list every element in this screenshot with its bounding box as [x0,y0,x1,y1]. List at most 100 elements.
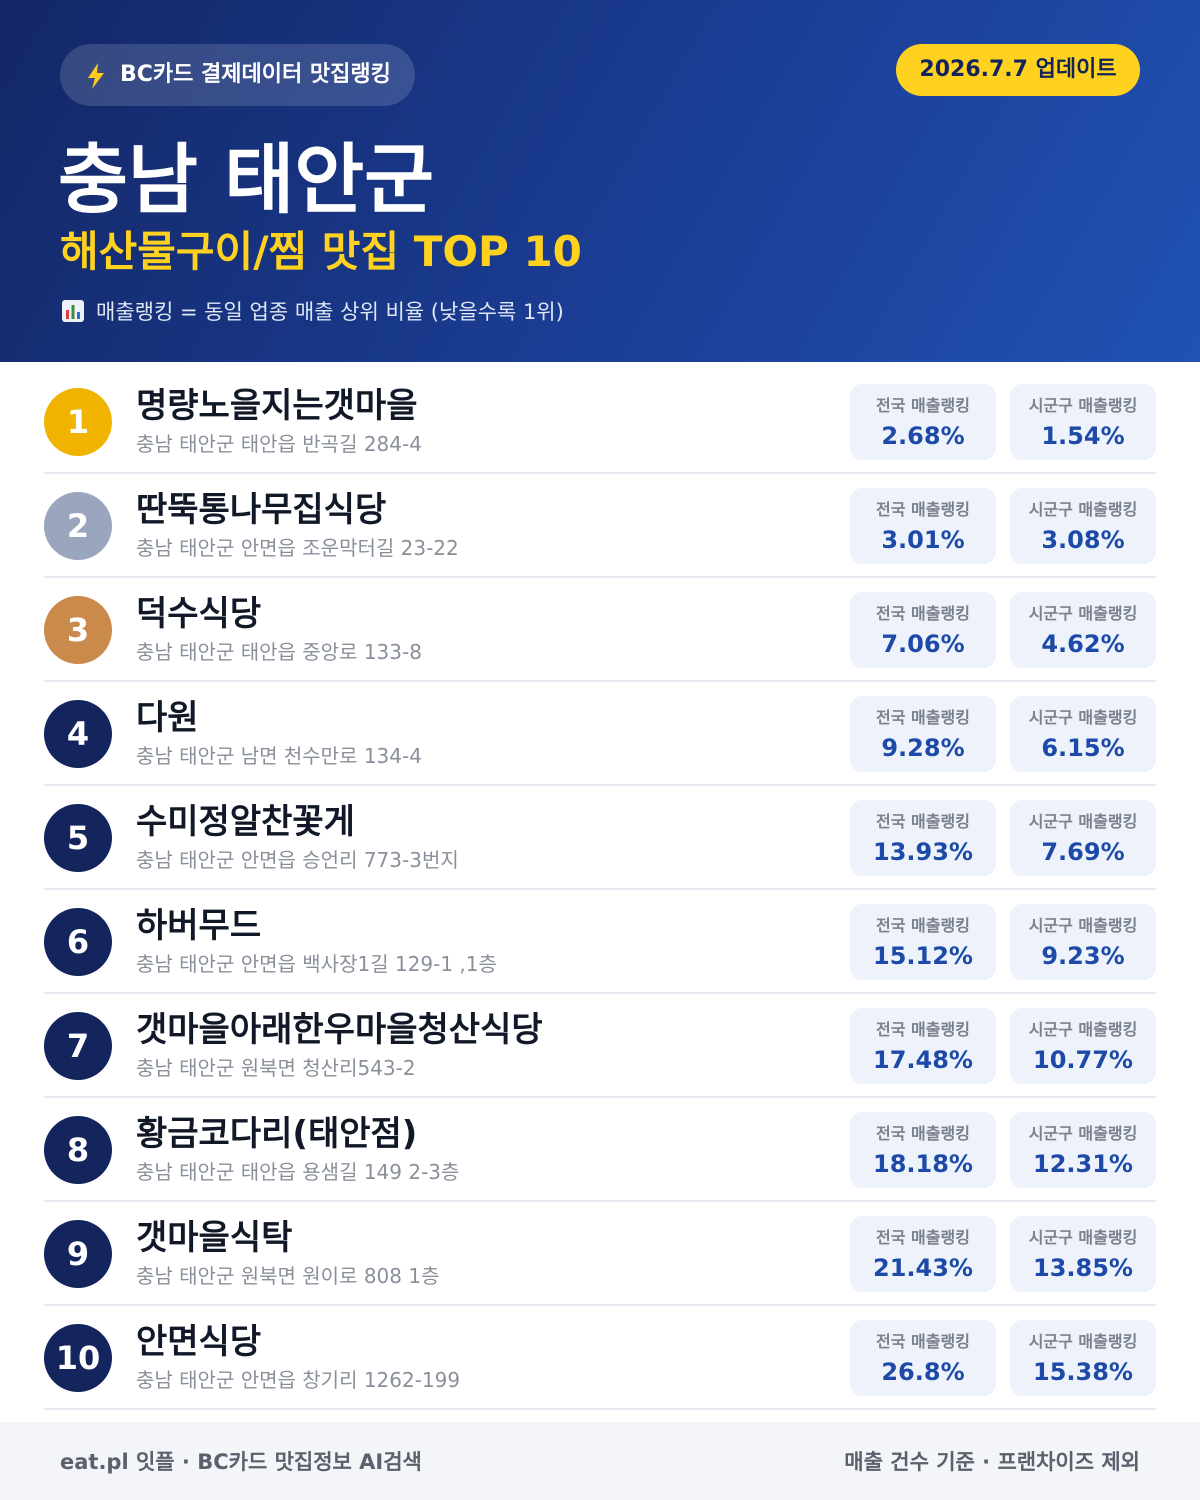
stat-value: 15.38% [1033,1358,1133,1386]
stat-box: 전국 매출랭킹 26.8% [850,1320,996,1396]
stat-value: 2.68% [881,422,965,450]
stat-label: 전국 매출랭킹 [876,396,970,415]
footer-right: 매출 건수 기준 · 프랜차이즈 제외 [844,1450,1140,1474]
rank-badge: 1 [44,388,112,456]
stat-box: 전국 매출랭킹 17.48% [850,1008,996,1084]
stat-box: 전국 매출랭킹 2.68% [850,384,996,460]
chart-icon [62,300,84,322]
title: 충남 태안군 [58,135,435,224]
rank-badge: 4 [44,700,112,768]
stat-value: 4.62% [1041,630,1125,658]
rank-badge: 5 [44,804,112,872]
address: 충남 태안군 남면 천수만로 134-4 [136,744,422,768]
stat-box: 시군구 매출랭킹 12.31% [1010,1112,1156,1188]
stat-label: 시군구 매출랭킹 [1028,604,1138,623]
stat-label: 전국 매출랭킹 [876,500,970,519]
address: 충남 태안군 태안읍 반곡길 284-4 [136,432,422,456]
stat-box: 시군구 매출랭킹 3.08% [1010,488,1156,564]
restaurant-name: 덕수식당 [136,594,262,634]
address: 충남 태안군 안면읍 조운막터길 23-22 [136,536,459,560]
stat-value: 18.18% [873,1150,973,1178]
rank-badge: 7 [44,1012,112,1080]
stat-box: 전국 매출랭킹 13.93% [850,800,996,876]
restaurant-name: 다원 [136,698,199,738]
stat-label: 시군구 매출랭킹 [1028,1124,1138,1143]
stat-value: 13.85% [1033,1254,1133,1282]
restaurant-name: 황금코다리(태안점) [136,1114,418,1154]
stat-label: 시군구 매출랭킹 [1028,1228,1138,1247]
stat-label: 전국 매출랭킹 [876,1228,970,1247]
address: 충남 태안군 원북면 원이로 808 1층 [136,1264,440,1288]
stat-label: 시군구 매출랭킹 [1028,708,1138,727]
address: 충남 태안군 안면읍 백사장1길 129-1 ,1층 [136,952,497,976]
stat-label: 시군구 매출랭킹 [1028,812,1138,831]
stat-box: 시군구 매출랭킹 1.54% [1010,384,1156,460]
rank-badge: 3 [44,596,112,664]
address: 충남 태안군 태안읍 용샘길 149 2-3층 [136,1160,460,1184]
restaurant-name: 딴뚝통나무집식당 [136,490,387,530]
note: 매출랭킹 = 동일 업종 매출 상위 비율 (낮을수록 1위) [96,300,564,324]
rank-badge: 2 [44,492,112,560]
stat-box: 시군구 매출랭킹 6.15% [1010,696,1156,772]
stat-box: 전국 매출랭킹 7.06% [850,592,996,668]
restaurant-name: 갯마을아래한우마을청산식당 [136,1010,543,1050]
stat-box: 전국 매출랭킹 21.43% [850,1216,996,1292]
stat-label: 전국 매출랭킹 [876,812,970,831]
bolt-icon [88,63,104,89]
stat-value: 3.08% [1041,526,1125,554]
stat-label: 시군구 매출랭킹 [1028,1332,1138,1351]
rank-badge: 9 [44,1220,112,1288]
stat-value: 3.01% [881,526,965,554]
ranking-row: 4 다원 충남 태안군 남면 천수만로 134-4 전국 매출랭킹 9.28% 시군구 매… [44,682,1156,786]
stat-box: 시군구 매출랭킹 7.69% [1010,800,1156,876]
stat-box: 시군구 매출랭킹 4.62% [1010,592,1156,668]
stat-box: 시군구 매출랭킹 15.38% [1010,1320,1156,1396]
stat-label: 전국 매출랭킹 [876,604,970,623]
stat-box: 시군구 매출랭킹 10.77% [1010,1008,1156,1084]
ranking-row: 8 황금코다리(태안점) 충남 태안군 태안읍 용샘길 149 2-3층 전국 매출랭… [44,1098,1156,1202]
stat-value: 1.54% [1041,422,1125,450]
stat-box: 전국 매출랭킹 15.12% [850,904,996,980]
stat-label: 시군구 매출랭킹 [1028,916,1138,935]
stat-box: 시군구 매출랭킹 13.85% [1010,1216,1156,1292]
stat-value: 13.93% [873,838,973,866]
stat-box: 전국 매출랭킹 3.01% [850,488,996,564]
address: 충남 태안군 태안읍 중앙로 133-8 [136,640,422,664]
footer-left: eat.pl 잇플 · BC카드 맛집정보 AI검색 [60,1450,422,1474]
restaurant-name: 갯마을식탁 [136,1218,293,1258]
stat-box: 전국 매출랭킹 9.28% [850,696,996,772]
footer: eat.pl 잇플 · BC카드 맛집정보 AI검색 매출 건수 기준 · 프랜… [0,1422,1200,1500]
ranking-row: 10 안면식당 충남 태안군 안면읍 창기리 1262-199 전국 매출랭킹 26.8… [44,1306,1156,1410]
stat-label: 전국 매출랭킹 [876,916,970,935]
stat-value: 17.48% [873,1046,973,1074]
address: 충남 태안군 안면읍 승언리 773-3번지 [136,848,459,872]
rank-badge: 10 [44,1324,112,1392]
stat-label: 전국 매출랭킹 [876,1332,970,1351]
stat-value: 7.69% [1041,838,1125,866]
header: BC카드 결제데이터 맛집랭킹 2026.7.7 업데이트 충남 태안군 해산물… [0,0,1200,362]
stat-value: 7.06% [881,630,965,658]
ranking-row: 6 하버무드 충남 태안군 안면읍 백사장1길 129-1 ,1층 전국 매출랭킹 15… [44,890,1156,994]
restaurant-name: 수미정알찬꽃게 [136,802,355,842]
stat-value: 9.28% [881,734,965,762]
stat-label: 전국 매출랭킹 [876,1124,970,1143]
stat-value: 6.15% [1041,734,1125,762]
address: 충남 태안군 원북면 청산리543-2 [136,1056,416,1080]
restaurant-name: 하버무드 [136,906,262,946]
stat-box: 시군구 매출랭킹 9.23% [1010,904,1156,980]
stat-value: 26.8% [881,1358,965,1386]
stat-label: 시군구 매출랭킹 [1028,396,1138,415]
stat-value: 12.31% [1033,1150,1133,1178]
stat-value: 10.77% [1033,1046,1133,1074]
restaurant-name: 명량노을지는갯마을 [136,386,418,426]
stat-label: 시군구 매출랭킹 [1028,500,1138,519]
stat-label: 시군구 매출랭킹 [1028,1020,1138,1039]
rank-badge: 8 [44,1116,112,1184]
badge: BC카드 결제데이터 맛집랭킹 [60,44,415,106]
